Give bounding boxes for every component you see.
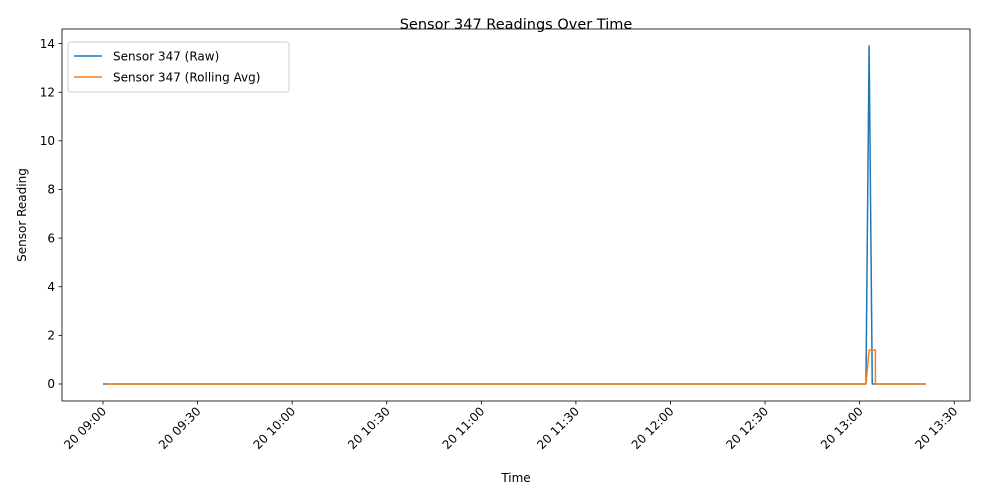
y-tick-label: 6 <box>47 231 55 245</box>
y-axis-title: Sensor Reading <box>15 168 29 262</box>
series-line-raw <box>102 45 926 385</box>
y-tick-label: 10 <box>40 134 55 148</box>
x-tick-label: 20 12:30 <box>723 404 771 452</box>
plot-frame <box>61 28 971 402</box>
y-tick-label: 4 <box>47 280 55 294</box>
x-tick-label: 20 13:30 <box>913 404 961 452</box>
x-tick-label: 20 11:00 <box>440 404 488 452</box>
y-tick-label: 12 <box>40 85 55 99</box>
chart-title: Sensor 347 Readings Over Time <box>400 17 633 33</box>
x-tick-label: 20 12:00 <box>629 404 677 452</box>
y-tick-label: 0 <box>47 377 55 391</box>
x-tick-label: 20 09:30 <box>156 404 204 452</box>
y-tick-label: 8 <box>47 183 55 197</box>
x-axis-title: Time <box>500 471 530 485</box>
y-tick-label: 14 <box>40 37 55 51</box>
x-tick-label: 20 11:30 <box>534 404 582 452</box>
legend: Sensor 347 (Raw) Sensor 347 (Rolling Avg) <box>67 41 290 93</box>
legend-label: Sensor 347 (Raw) <box>113 49 219 63</box>
x-tick-label: 20 13:00 <box>818 404 866 452</box>
x-tick-label: 20 10:30 <box>345 404 393 452</box>
x-tick-label: 20 10:00 <box>250 404 298 452</box>
x-tick-label: 20 09:00 <box>61 404 109 452</box>
y-tick-label: 2 <box>47 329 55 343</box>
legend-label: Sensor 347 (Rolling Avg) <box>113 70 260 84</box>
legend-box <box>67 41 290 93</box>
series-line-rolling-avg <box>106 349 926 385</box>
